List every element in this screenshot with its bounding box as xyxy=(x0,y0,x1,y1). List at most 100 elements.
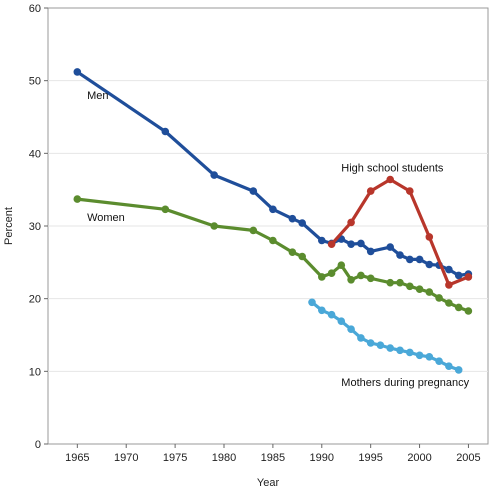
x-axis: 1965 1970 1975 1980 1985 1990 1995 2000 2005 xyxy=(65,444,481,464)
y-tick-label: 30 xyxy=(29,221,41,233)
data-point xyxy=(445,281,453,289)
data-point xyxy=(445,265,453,274)
data-point xyxy=(435,357,443,366)
x-axis-title: Year xyxy=(257,477,280,489)
x-tick-label: 1970 xyxy=(114,452,138,464)
data-point xyxy=(445,299,453,307)
y-tick-label: 20 xyxy=(29,294,41,306)
series-label: Women xyxy=(87,212,125,224)
series-layer xyxy=(73,68,473,374)
data-point xyxy=(327,310,336,319)
data-point xyxy=(337,261,346,270)
data-point xyxy=(415,351,424,360)
series-line-mothers-during-pregnancy xyxy=(310,300,461,372)
series-line-men xyxy=(75,70,470,277)
data-point xyxy=(318,306,326,315)
data-point xyxy=(366,339,375,347)
data-point xyxy=(406,282,414,291)
x-tick-label: 2005 xyxy=(456,452,480,464)
x-tick-label: 1980 xyxy=(212,452,236,464)
data-point xyxy=(337,317,346,326)
x-tick-label: 1985 xyxy=(261,452,285,464)
y-tick-label: 10 xyxy=(29,366,41,378)
y-tick-label: 50 xyxy=(29,76,41,88)
series-label: Men xyxy=(87,90,108,102)
data-point xyxy=(406,255,414,264)
data-point xyxy=(406,348,414,357)
x-tick-label: 1995 xyxy=(358,452,382,464)
data-point xyxy=(425,288,434,296)
data-point xyxy=(376,341,385,350)
grid-lines xyxy=(48,80,488,372)
data-point xyxy=(445,362,453,371)
data-point xyxy=(288,248,297,256)
x-tick-label: 1990 xyxy=(310,452,334,464)
data-point xyxy=(406,187,414,195)
x-tick-label: 2000 xyxy=(407,452,431,464)
data-point xyxy=(73,68,82,76)
data-point xyxy=(327,269,336,278)
series-label: Mothers during pregnancy xyxy=(341,377,469,389)
x-tick-label: 1975 xyxy=(163,452,187,464)
series-women xyxy=(73,195,473,315)
data-point xyxy=(366,274,375,283)
data-point xyxy=(161,127,170,136)
series-line-women xyxy=(75,197,470,313)
data-point xyxy=(425,353,434,361)
data-point xyxy=(318,273,326,281)
data-point xyxy=(161,205,170,214)
data-point xyxy=(357,334,365,342)
data-point xyxy=(210,222,218,230)
series-label: High school students xyxy=(341,163,444,175)
data-point xyxy=(425,260,434,269)
data-point xyxy=(386,344,395,352)
data-point xyxy=(454,366,463,374)
data-point xyxy=(249,187,258,195)
data-point xyxy=(415,255,424,264)
data-point xyxy=(347,325,355,334)
data-point xyxy=(435,294,443,302)
data-point xyxy=(357,271,365,280)
data-point xyxy=(464,273,473,281)
data-point xyxy=(386,175,395,184)
data-point xyxy=(308,298,316,307)
data-point xyxy=(269,236,277,245)
data-point xyxy=(396,251,404,259)
data-point xyxy=(454,303,463,312)
data-point xyxy=(454,271,463,280)
series-high-school-students xyxy=(327,175,473,289)
series-labels: Men Women High school students Mothers duri… xyxy=(87,90,469,389)
y-axis-title: Percent xyxy=(3,207,15,245)
data-point xyxy=(318,236,326,245)
data-point xyxy=(386,278,395,287)
data-point xyxy=(425,233,434,241)
y-axis: 0 10 20 30 40 50 60 xyxy=(29,3,48,451)
data-point xyxy=(396,278,404,287)
y-tick-label: 60 xyxy=(29,3,41,15)
data-point xyxy=(357,239,365,248)
data-point xyxy=(298,219,307,227)
data-point xyxy=(347,276,355,284)
data-point xyxy=(298,252,307,261)
data-point xyxy=(73,195,82,203)
data-point xyxy=(386,243,395,251)
data-point xyxy=(464,307,473,315)
y-tick-label: 40 xyxy=(29,148,41,160)
data-point xyxy=(210,171,218,179)
y-tick-label: 0 xyxy=(35,439,41,451)
data-point xyxy=(347,218,355,227)
data-point xyxy=(347,240,355,248)
data-point xyxy=(366,247,375,256)
series-mothers-during-pregnancy xyxy=(308,298,463,374)
data-point xyxy=(288,214,297,223)
data-point xyxy=(396,346,404,355)
x-tick-label: 1965 xyxy=(65,452,89,464)
data-point xyxy=(249,226,258,235)
series-men xyxy=(73,68,473,280)
series-line-high-school-students xyxy=(330,177,470,287)
data-point xyxy=(269,205,277,214)
data-point xyxy=(415,285,424,294)
data-point xyxy=(327,240,336,248)
